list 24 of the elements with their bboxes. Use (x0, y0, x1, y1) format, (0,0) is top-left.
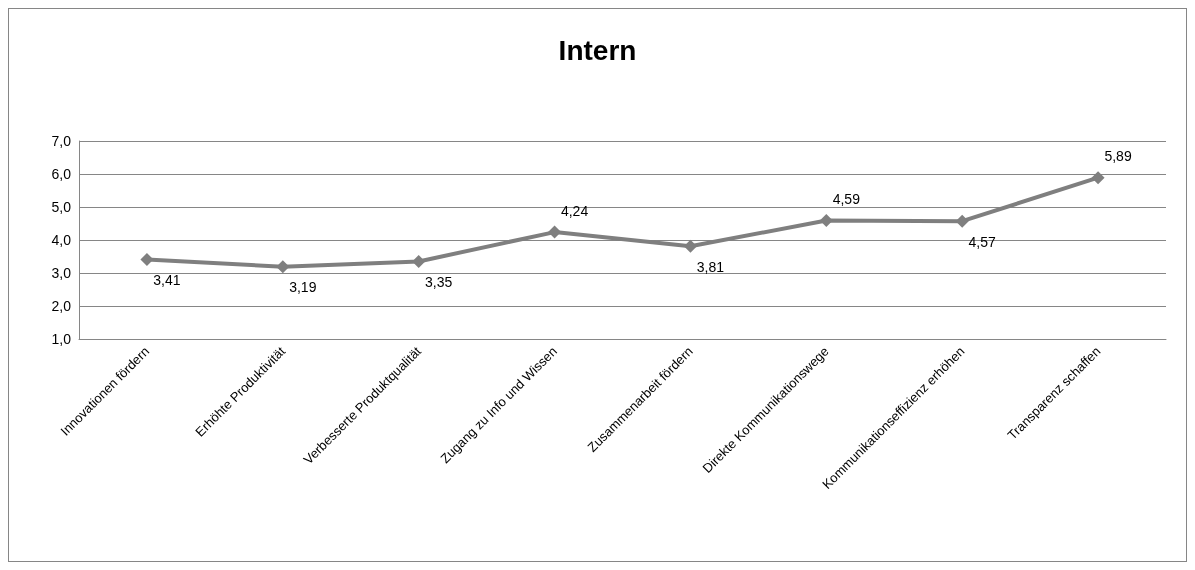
data-label: 3,41 (153, 271, 181, 288)
data-label: 4,57 (968, 233, 997, 250)
y-tick-label: 1,0 (51, 331, 72, 347)
y-tick-label: 4,0 (51, 232, 72, 248)
y-tick-label: 7,0 (51, 133, 72, 149)
data-label: 4,24 (560, 202, 589, 219)
point (955, 214, 969, 228)
data-label: 4,59 (832, 191, 861, 208)
point (1091, 171, 1105, 185)
point (819, 214, 833, 228)
data-label: 5,89 (1104, 148, 1132, 165)
y-tick-label: 6,0 (51, 166, 72, 182)
point (548, 225, 562, 239)
chart-title: Intern (558, 34, 637, 66)
data-label: 3,19 (289, 279, 317, 296)
point (276, 260, 290, 274)
data-label: 3,35 (425, 273, 453, 290)
y-tick-label: 2,0 (51, 298, 72, 314)
point (683, 239, 697, 253)
y-tick-label: 5,0 (51, 199, 72, 215)
point (412, 254, 426, 268)
data-label: 3,81 (696, 258, 725, 275)
y-tick-label: 3,0 (51, 265, 72, 281)
point (140, 252, 154, 266)
